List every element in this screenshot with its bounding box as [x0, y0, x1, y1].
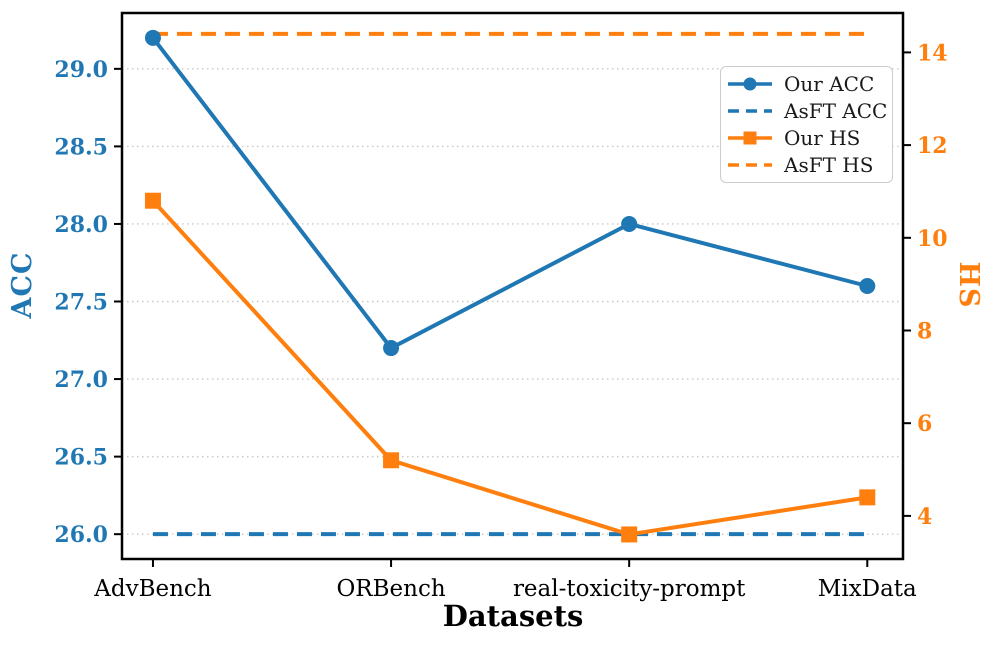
data-point-our-hs: [144, 192, 161, 209]
left-axis-title: ACC: [7, 251, 38, 319]
left-tick-label: 28.5: [54, 134, 108, 160]
x-tick-label: real-toxicity-prompt: [513, 576, 746, 602]
legend-label: Our HS: [784, 125, 861, 150]
legend-item: Our ACC: [727, 71, 892, 98]
left-tick-label: 26.5: [54, 445, 108, 471]
x-tick-label: ORBench: [336, 576, 445, 602]
x-axis-title: Datasets: [442, 599, 584, 633]
series-line-our-acc: [151, 36, 868, 351]
left-tick-label: 29.0: [54, 57, 108, 83]
series-line-our-hs: [151, 199, 868, 537]
legend: Our ACC AsFT ACC Our HS AsFT HS: [720, 66, 893, 183]
right-tick-label: 12: [917, 133, 948, 159]
legend-sample-line-icon: [728, 77, 772, 91]
legend-item: AsFT HS: [727, 151, 892, 178]
left-tick-label: 26.0: [54, 522, 108, 548]
x-tick-label: MixData: [818, 576, 917, 602]
right-tick-label: 6: [917, 411, 932, 437]
right-tick-label: 8: [917, 318, 932, 344]
legend-item: Our HS: [727, 125, 892, 152]
left-tick-label: 27.0: [54, 367, 108, 393]
legend-sample-marker: [743, 77, 757, 91]
left-tick-label: 28.0: [54, 212, 108, 238]
right-tick-label: 4: [917, 504, 932, 530]
x-tick-label: AdvBench: [93, 576, 212, 602]
legend-sample-dashed-line-icon: [728, 109, 772, 113]
legend-label: Our ACC: [784, 72, 875, 97]
data-point-our-acc: [859, 278, 876, 294]
legend-label: AsFT HS: [784, 152, 874, 177]
left-tick-label: 27.5: [54, 290, 108, 316]
data-point-our-acc: [144, 29, 161, 46]
legend-label: AsFT ACC: [784, 99, 888, 124]
right-tick-label: 14: [917, 40, 948, 66]
data-point-our-acc: [621, 215, 638, 232]
data-point-our-hs: [383, 452, 400, 469]
data-point-our-hs: [859, 489, 876, 506]
right-tick-label: 10: [917, 226, 948, 252]
data-point-our-hs: [621, 526, 638, 543]
right-axis-title: HS: [953, 261, 984, 309]
legend-sample-dashed-line-icon: [728, 162, 772, 167]
legend-sample-line-icon: [728, 131, 772, 145]
plot-border: [120, 11, 905, 561]
legend-sample-marker: [743, 131, 757, 145]
data-point-our-acc: [383, 340, 400, 357]
legend-item: AsFT ACC: [727, 98, 892, 125]
